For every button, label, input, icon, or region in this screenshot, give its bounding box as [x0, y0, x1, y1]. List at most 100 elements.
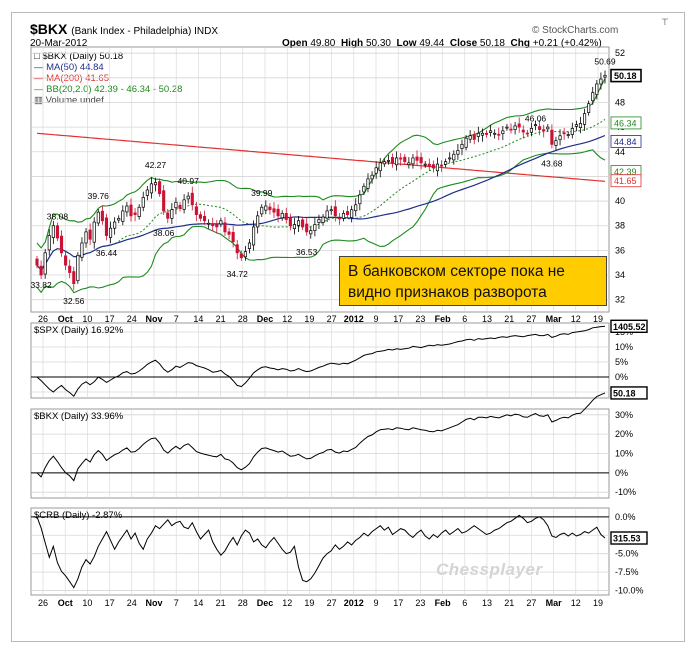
panel-3-border: [30, 507, 610, 596]
panel-title: $CRB (Daily) -2.87%: [34, 510, 123, 521]
candle-body: [186, 195, 190, 200]
candle-body: [211, 223, 215, 227]
candle-body: [337, 217, 341, 220]
ma200-line: [36, 132, 606, 182]
candle-body: [317, 219, 321, 223]
candle-body: [247, 242, 252, 249]
x-tick-label: 10: [82, 314, 92, 324]
candle-body: [321, 216, 325, 223]
high-value: 50.30: [365, 38, 391, 49]
x-tick-label: Oct: [58, 598, 73, 608]
y-tick-label: -10%: [615, 487, 636, 497]
candle-body: [84, 231, 88, 244]
x-tick-label: 23: [415, 314, 425, 324]
candle-body: [333, 206, 337, 217]
candle-body: [378, 162, 382, 172]
candle-body: [182, 199, 186, 210]
candle-body: [174, 201, 178, 209]
candle-body: [431, 164, 435, 169]
y-tick-label: 38: [615, 221, 625, 231]
value-tag: [610, 68, 642, 83]
candle-body: [256, 215, 260, 228]
panel-title: $BKX (Daily) 33.96%: [34, 411, 124, 422]
candle-body: [460, 144, 464, 149]
candle-body: [603, 74, 607, 78]
candle-body: [403, 156, 407, 162]
candle-body: [55, 225, 59, 239]
x-tick-label: 13: [482, 598, 492, 608]
chart-date: 20-Mar-2012: [30, 38, 88, 49]
candle-body: [489, 130, 493, 133]
y-tick-label: 40: [615, 196, 625, 206]
price-annotation: 39.99: [251, 188, 273, 198]
candle-body: [595, 83, 599, 95]
candle-body: [166, 212, 170, 219]
x-tick-label: 12: [571, 314, 581, 324]
ohlc-readout: Open 49.80 High 50.30 Low 49.44 Close 50…: [282, 38, 602, 49]
candle-body: [76, 254, 80, 282]
ma50-line: [36, 134, 606, 272]
candle-body: [292, 224, 296, 230]
candle-body: [566, 134, 570, 136]
y-tick-label: 0%: [615, 468, 628, 478]
price-annotation: 36.53: [296, 247, 318, 257]
candle-body: [198, 214, 203, 219]
candle-body: [104, 217, 109, 236]
candle-body: [382, 161, 386, 165]
price-annotation: 33.82: [30, 280, 52, 290]
y-tick-label: 0%: [615, 372, 628, 382]
price-annotation: 32.56: [63, 296, 85, 306]
candle-body: [546, 126, 550, 130]
x-tick-label: 24: [127, 314, 137, 324]
x-tick-label: 26: [38, 598, 48, 608]
candle-body: [284, 213, 288, 220]
candle-body: [194, 206, 198, 215]
x-tick-label: 27: [526, 598, 536, 608]
candle-body: [162, 190, 166, 212]
y-tick-label: 36: [615, 245, 625, 255]
callout-box: В банковском секторе пока не видно призн…: [339, 256, 607, 306]
panel-1-border: [30, 322, 610, 399]
panel-0-border: [30, 46, 610, 313]
candle-body: [550, 129, 554, 145]
value-tag: [610, 116, 642, 130]
candle-body: [113, 221, 117, 229]
candle-body: [583, 113, 587, 125]
price-annotation: 36.44: [96, 248, 118, 258]
candle-body: [64, 255, 68, 266]
candle-body: [223, 222, 227, 233]
candle-body: [149, 183, 153, 194]
candle-body: [170, 209, 174, 219]
x-tick-label: 6: [462, 598, 467, 608]
x-tick-label: 27: [327, 598, 337, 608]
value-tag-label: 315.53: [613, 534, 641, 544]
candle-body: [411, 157, 415, 165]
x-tick-label: 21: [216, 598, 226, 608]
x-tick-label: 6: [462, 314, 467, 324]
x-tick-label: 2012: [344, 598, 364, 608]
candle-body: [350, 209, 354, 218]
x-tick-label: 9: [373, 314, 378, 324]
value-tag-label: 44.84: [614, 137, 637, 147]
legend-ma200: — MA(200) 41.65: [34, 73, 109, 84]
candle-body: [423, 163, 427, 166]
callout-line-2: видно признаков разворота: [348, 284, 547, 301]
candle-body: [370, 174, 374, 180]
candle-body: [513, 125, 517, 130]
y-tick-label: 32: [615, 295, 625, 305]
candle-body: [358, 194, 362, 205]
series-line-2: [36, 392, 606, 482]
legend-price: □ $BKX (Daily) 50.18: [34, 51, 124, 62]
x-tick-label: Nov: [145, 314, 162, 324]
chg-value: +0.21 (+0.42%): [532, 38, 602, 49]
x-tick-label: Feb: [435, 598, 452, 608]
candle-body: [109, 227, 113, 238]
x-tick-label: 12: [571, 598, 581, 608]
candle-body: [435, 163, 440, 172]
x-tick-label: 13: [482, 314, 492, 324]
candle-body: [587, 103, 591, 113]
value-tag-label: 41.65: [614, 176, 637, 186]
value-tag-label: 1405.52: [613, 322, 646, 332]
candle-body: [341, 213, 346, 219]
value-tag-label: 50.18: [614, 71, 637, 81]
